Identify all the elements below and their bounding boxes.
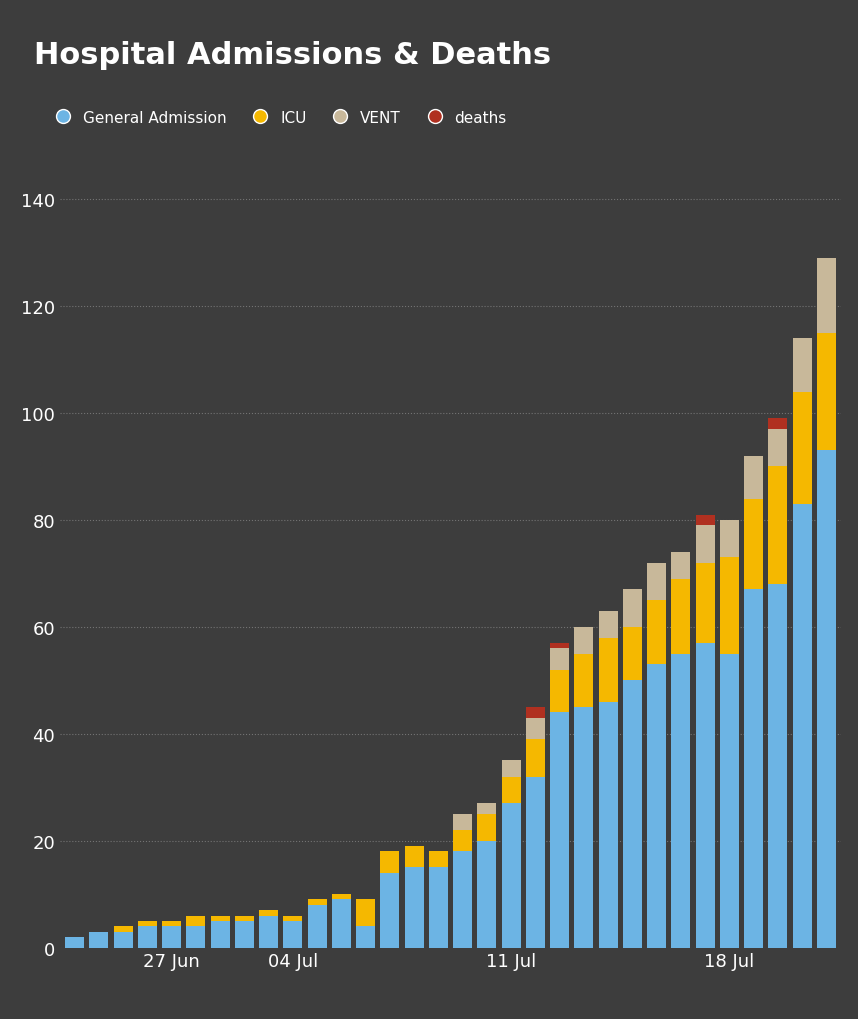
Bar bbox=[138, 926, 157, 948]
Bar bbox=[574, 654, 593, 707]
Bar bbox=[235, 921, 254, 948]
Bar bbox=[696, 643, 715, 948]
Bar bbox=[793, 504, 812, 948]
Bar bbox=[162, 926, 181, 948]
Bar bbox=[744, 590, 763, 948]
Bar bbox=[599, 611, 618, 638]
Bar bbox=[647, 664, 666, 948]
Bar bbox=[259, 910, 278, 916]
Bar bbox=[113, 931, 132, 948]
Bar bbox=[817, 333, 836, 451]
Bar bbox=[647, 600, 666, 664]
Bar bbox=[768, 430, 788, 467]
Bar bbox=[477, 814, 496, 841]
Bar bbox=[720, 557, 739, 654]
Bar bbox=[550, 643, 569, 648]
Bar bbox=[768, 467, 788, 585]
Bar bbox=[526, 718, 545, 740]
Bar bbox=[623, 628, 642, 681]
Bar bbox=[671, 552, 690, 579]
Bar bbox=[235, 916, 254, 921]
Bar bbox=[477, 841, 496, 948]
Bar bbox=[210, 921, 230, 948]
Legend: General Admission, ICU, VENT, deaths: General Admission, ICU, VENT, deaths bbox=[42, 104, 513, 131]
Bar bbox=[720, 654, 739, 948]
Bar bbox=[429, 867, 448, 948]
Bar bbox=[308, 905, 327, 948]
Bar bbox=[817, 451, 836, 948]
Bar bbox=[623, 681, 642, 948]
Bar bbox=[671, 579, 690, 654]
Bar bbox=[186, 916, 205, 926]
Bar bbox=[113, 926, 132, 931]
Bar bbox=[696, 515, 715, 526]
Bar bbox=[793, 338, 812, 392]
Bar bbox=[453, 830, 472, 852]
Bar bbox=[283, 916, 302, 921]
Bar bbox=[502, 803, 521, 948]
Bar bbox=[696, 564, 715, 643]
Bar bbox=[599, 702, 618, 948]
Bar bbox=[380, 873, 399, 948]
Bar bbox=[477, 803, 496, 814]
Bar bbox=[526, 707, 545, 718]
Bar bbox=[623, 590, 642, 628]
Bar bbox=[356, 900, 375, 926]
Bar bbox=[65, 937, 84, 948]
Bar bbox=[502, 761, 521, 776]
Bar bbox=[526, 740, 545, 776]
Bar bbox=[671, 654, 690, 948]
Bar bbox=[453, 814, 472, 830]
Bar bbox=[259, 916, 278, 948]
Bar bbox=[720, 521, 739, 557]
Bar bbox=[793, 392, 812, 504]
Bar bbox=[647, 564, 666, 600]
Bar bbox=[138, 921, 157, 926]
Bar bbox=[550, 669, 569, 712]
Bar bbox=[744, 499, 763, 590]
Bar bbox=[574, 707, 593, 948]
Bar bbox=[405, 867, 424, 948]
Bar bbox=[89, 931, 108, 948]
Bar bbox=[405, 846, 424, 867]
Bar bbox=[550, 648, 569, 669]
Bar bbox=[429, 852, 448, 867]
Bar bbox=[356, 926, 375, 948]
Bar bbox=[210, 916, 230, 921]
Bar bbox=[768, 419, 788, 430]
Bar bbox=[308, 900, 327, 905]
Bar bbox=[550, 712, 569, 948]
Bar bbox=[332, 895, 351, 900]
Bar bbox=[526, 776, 545, 948]
Bar bbox=[574, 628, 593, 654]
Bar bbox=[332, 900, 351, 948]
Bar bbox=[599, 638, 618, 702]
Bar bbox=[283, 921, 302, 948]
Bar bbox=[768, 585, 788, 948]
Bar bbox=[186, 926, 205, 948]
Bar bbox=[380, 852, 399, 873]
Bar bbox=[744, 457, 763, 499]
Bar bbox=[502, 776, 521, 803]
Bar bbox=[453, 852, 472, 948]
Bar bbox=[162, 921, 181, 926]
Bar bbox=[696, 526, 715, 564]
Bar bbox=[817, 259, 836, 333]
Text: Hospital Admissions & Deaths: Hospital Admissions & Deaths bbox=[34, 41, 552, 69]
